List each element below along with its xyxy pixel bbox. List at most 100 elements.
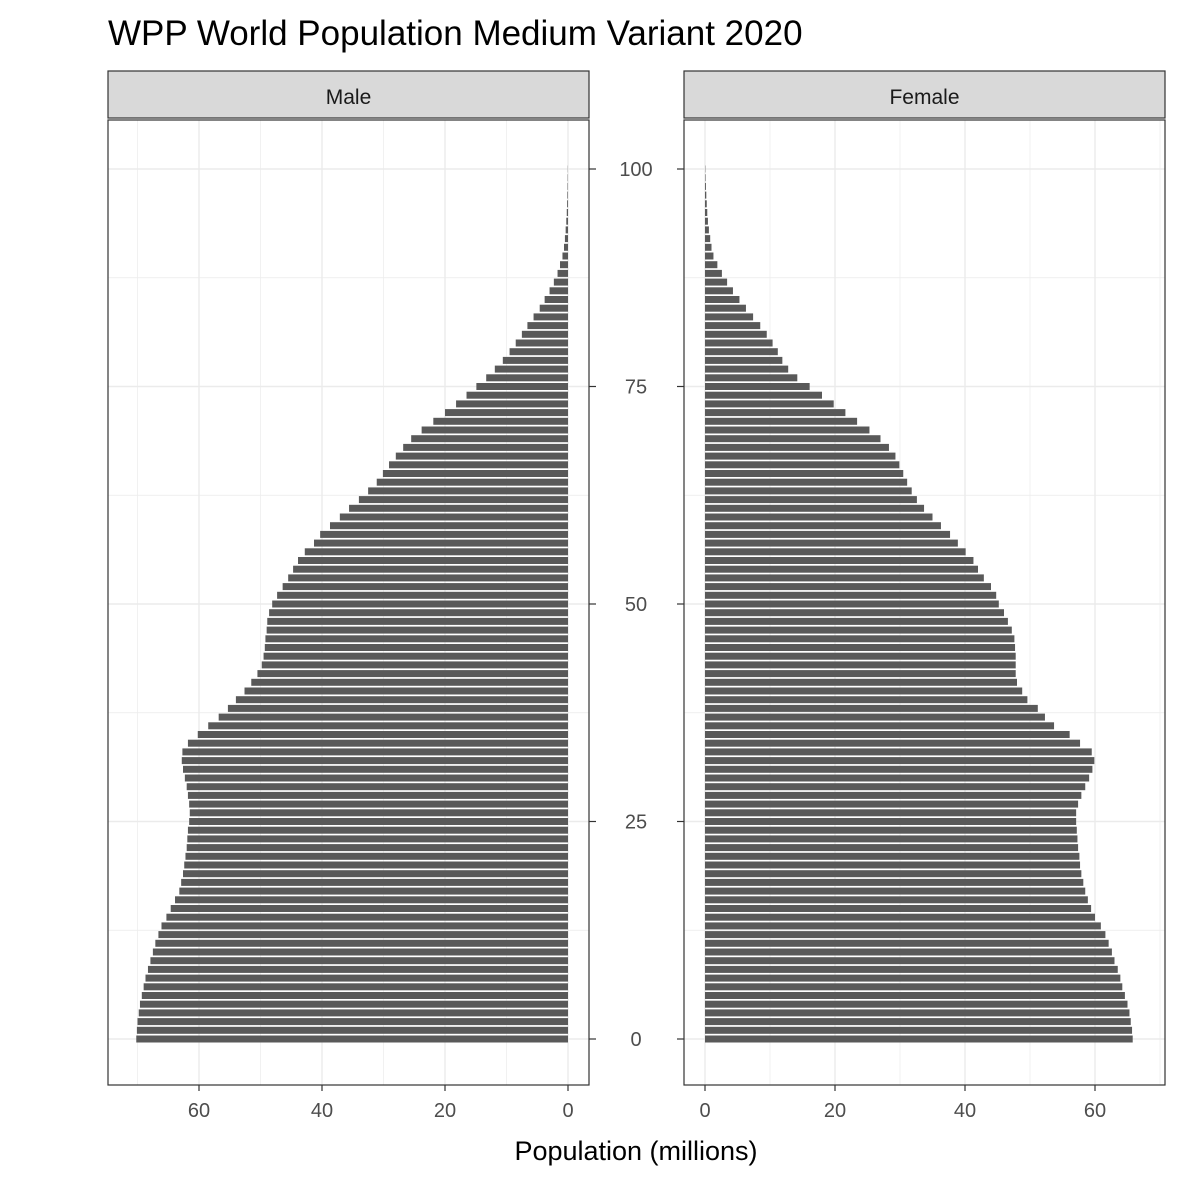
- bar-male-age-97: [567, 191, 568, 199]
- y-tick-label: 75: [625, 377, 647, 399]
- bar-male-age-29: [186, 783, 568, 791]
- bar-female-age-45: [705, 644, 1016, 651]
- bar-female-age-50: [705, 600, 999, 608]
- bar-female-age-58: [705, 530, 951, 538]
- x-tick-label-male: 20: [434, 1100, 456, 1122]
- bar-female-age-29: [705, 783, 1086, 791]
- bar-male-age-26: [189, 809, 568, 817]
- bar-male-age-70: [421, 426, 568, 434]
- y-tick-label: 25: [625, 812, 647, 834]
- x-tick-label-male: 60: [188, 1100, 210, 1122]
- bar-female-age-68: [705, 443, 889, 451]
- bar-male-age-66: [389, 461, 568, 469]
- bar-female-age-98: [705, 182, 706, 190]
- bar-female-age-46: [705, 635, 1015, 643]
- bar-female-age-14: [705, 913, 1095, 921]
- bar-female-age-16: [705, 896, 1088, 904]
- bar-male-age-31: [183, 765, 568, 773]
- bar-female-age-95: [705, 209, 708, 216]
- bar-female-age-35: [705, 731, 1070, 738]
- bar-female-age-87: [705, 278, 728, 286]
- bar-male-age-34: [187, 739, 568, 747]
- x-axis-male: 60 40 20 0: [188, 1085, 574, 1122]
- bar-female-age-11: [705, 939, 1109, 947]
- bar-female-age-51: [705, 591, 997, 599]
- bar-male-age-96: [567, 200, 568, 208]
- bar-female-age-86: [705, 287, 733, 295]
- bar-female-age-18: [705, 878, 1084, 886]
- bar-female-age-6: [705, 983, 1123, 991]
- bar-female-age-65: [705, 470, 904, 477]
- bar-male-age-41: [251, 678, 568, 686]
- bar-female-age-78: [705, 356, 783, 364]
- bar-male-age-17: [179, 887, 568, 895]
- bar-male-age-93: [565, 226, 568, 234]
- strip-female: [683, 70, 1166, 119]
- bar-female-age-74: [705, 391, 822, 399]
- bar-male-age-30: [184, 774, 569, 782]
- bar-male-age-65: [382, 470, 568, 477]
- bar-male-age-9: [150, 957, 569, 965]
- bar-male-age-38: [227, 704, 568, 712]
- bar-female-age-77: [705, 365, 789, 373]
- bar-male-age-47: [266, 626, 568, 634]
- bar-female-age-10: [705, 948, 1112, 956]
- bar-female-age-19: [705, 870, 1082, 878]
- bar-female-age-91: [705, 243, 712, 251]
- bar-male-age-7: [145, 974, 568, 982]
- bar-male-age-54: [293, 565, 568, 573]
- bar-female-age-71: [705, 417, 858, 425]
- bar-female-age-41: [705, 678, 1017, 686]
- bar-female-age-44: [705, 652, 1016, 660]
- bar-female-age-40: [705, 687, 1023, 695]
- strip-male: [107, 70, 590, 119]
- bar-female-age-37: [705, 713, 1045, 721]
- bar-female-age-5: [705, 992, 1125, 999]
- bar-male-age-19: [183, 870, 568, 878]
- x-axis-title: Population (millions): [514, 1136, 757, 1166]
- bar-male-age-71: [433, 417, 568, 425]
- bar-female-age-7: [705, 974, 1121, 982]
- bar-male-age-78: [502, 356, 568, 364]
- bar-female-age-80: [705, 339, 773, 347]
- bar-male-age-42: [257, 670, 568, 678]
- bar-male-age-22: [186, 844, 568, 852]
- bar-male-age-15: [170, 905, 568, 912]
- bar-male-age-28: [187, 791, 568, 799]
- bar-female-age-31: [705, 765, 1093, 773]
- x-tick-label-female: 60: [1084, 1100, 1106, 1122]
- bar-male-age-68: [403, 443, 568, 451]
- bar-female-age-83: [705, 313, 754, 321]
- bar-female-age-33: [705, 748, 1092, 756]
- bar-male-age-73: [456, 400, 568, 408]
- bar-female-age-47: [705, 626, 1012, 634]
- x-tick-label-female: 0: [699, 1100, 710, 1122]
- bar-male-age-94: [566, 217, 568, 225]
- bar-female-age-63: [705, 487, 912, 495]
- bar-female-age-55: [705, 557, 974, 564]
- bar-female-age-20: [705, 861, 1081, 869]
- bar-male-age-45: [264, 644, 568, 651]
- bar-male-age-16: [175, 896, 568, 904]
- bar-female-age-69: [705, 435, 881, 443]
- bar-female-age-85: [705, 296, 740, 303]
- bar-male-age-53: [288, 574, 568, 582]
- bar-male-age-35: [197, 731, 568, 738]
- bar-female-age-1: [705, 1026, 1133, 1034]
- bar-female-age-93: [705, 226, 709, 234]
- bar-male-age-92: [564, 235, 568, 243]
- bar-male-age-63: [368, 487, 568, 495]
- bar-female-age-81: [705, 330, 767, 338]
- bar-male-age-3: [138, 1009, 569, 1017]
- bar-female-age-24: [705, 826, 1077, 834]
- bar-male-age-77: [494, 365, 568, 373]
- bar-female-age-38: [705, 704, 1038, 712]
- bar-female-age-90: [705, 252, 714, 260]
- bar-female-age-39: [705, 696, 1028, 704]
- bar-male-age-36: [208, 722, 568, 730]
- plot-border-female: [683, 119, 1166, 1086]
- bar-male-age-0: [136, 1035, 568, 1043]
- bar-male-age-37: [218, 713, 568, 721]
- bar-male-age-10: [152, 948, 568, 956]
